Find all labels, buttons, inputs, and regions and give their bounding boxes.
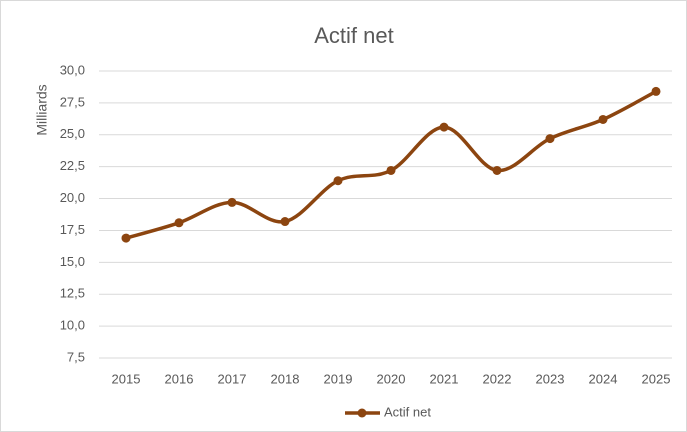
x-tick-label: 2021 <box>430 371 459 386</box>
data-point <box>545 134 555 144</box>
data-point <box>651 86 661 96</box>
x-tick-label: 2015 <box>112 371 141 386</box>
x-tick-label: 2022 <box>483 371 512 386</box>
x-tick-label: 2017 <box>218 371 247 386</box>
x-tick-label: 2020 <box>377 371 406 386</box>
x-tick-label: 2016 <box>165 371 194 386</box>
data-point <box>227 197 237 207</box>
x-tick-label: 2024 <box>589 371 618 386</box>
y-tick-label: 25,0 <box>60 126 85 141</box>
data-point <box>121 233 131 243</box>
y-tick-label: 27,5 <box>60 94 85 109</box>
x-tick-label: 2025 <box>642 371 671 386</box>
data-point <box>439 122 449 132</box>
y-axis-label: Milliards <box>34 84 50 135</box>
data-point <box>333 176 343 186</box>
y-tick-label: 22,5 <box>60 158 85 173</box>
legend-marker <box>357 408 367 418</box>
legend-label: Actif net <box>384 404 431 419</box>
data-point <box>174 218 184 228</box>
y-tick-label: 12,5 <box>60 286 85 301</box>
y-tick-label: 17,5 <box>60 222 85 237</box>
x-tick-label: 2023 <box>536 371 565 386</box>
chart-title: Actif net <box>314 23 393 48</box>
data-point <box>386 165 396 175</box>
data-point <box>598 114 608 124</box>
data-point <box>492 165 502 175</box>
y-tick-label: 10,0 <box>60 318 85 333</box>
x-tick-label: 2018 <box>271 371 300 386</box>
y-tick-label: 7,5 <box>67 349 85 364</box>
data-point <box>280 217 290 227</box>
x-tick-label: 2019 <box>324 371 353 386</box>
y-tick-label: 15,0 <box>60 254 85 269</box>
y-tick-label: 20,0 <box>60 190 85 205</box>
y-tick-label: 30,0 <box>60 62 85 77</box>
